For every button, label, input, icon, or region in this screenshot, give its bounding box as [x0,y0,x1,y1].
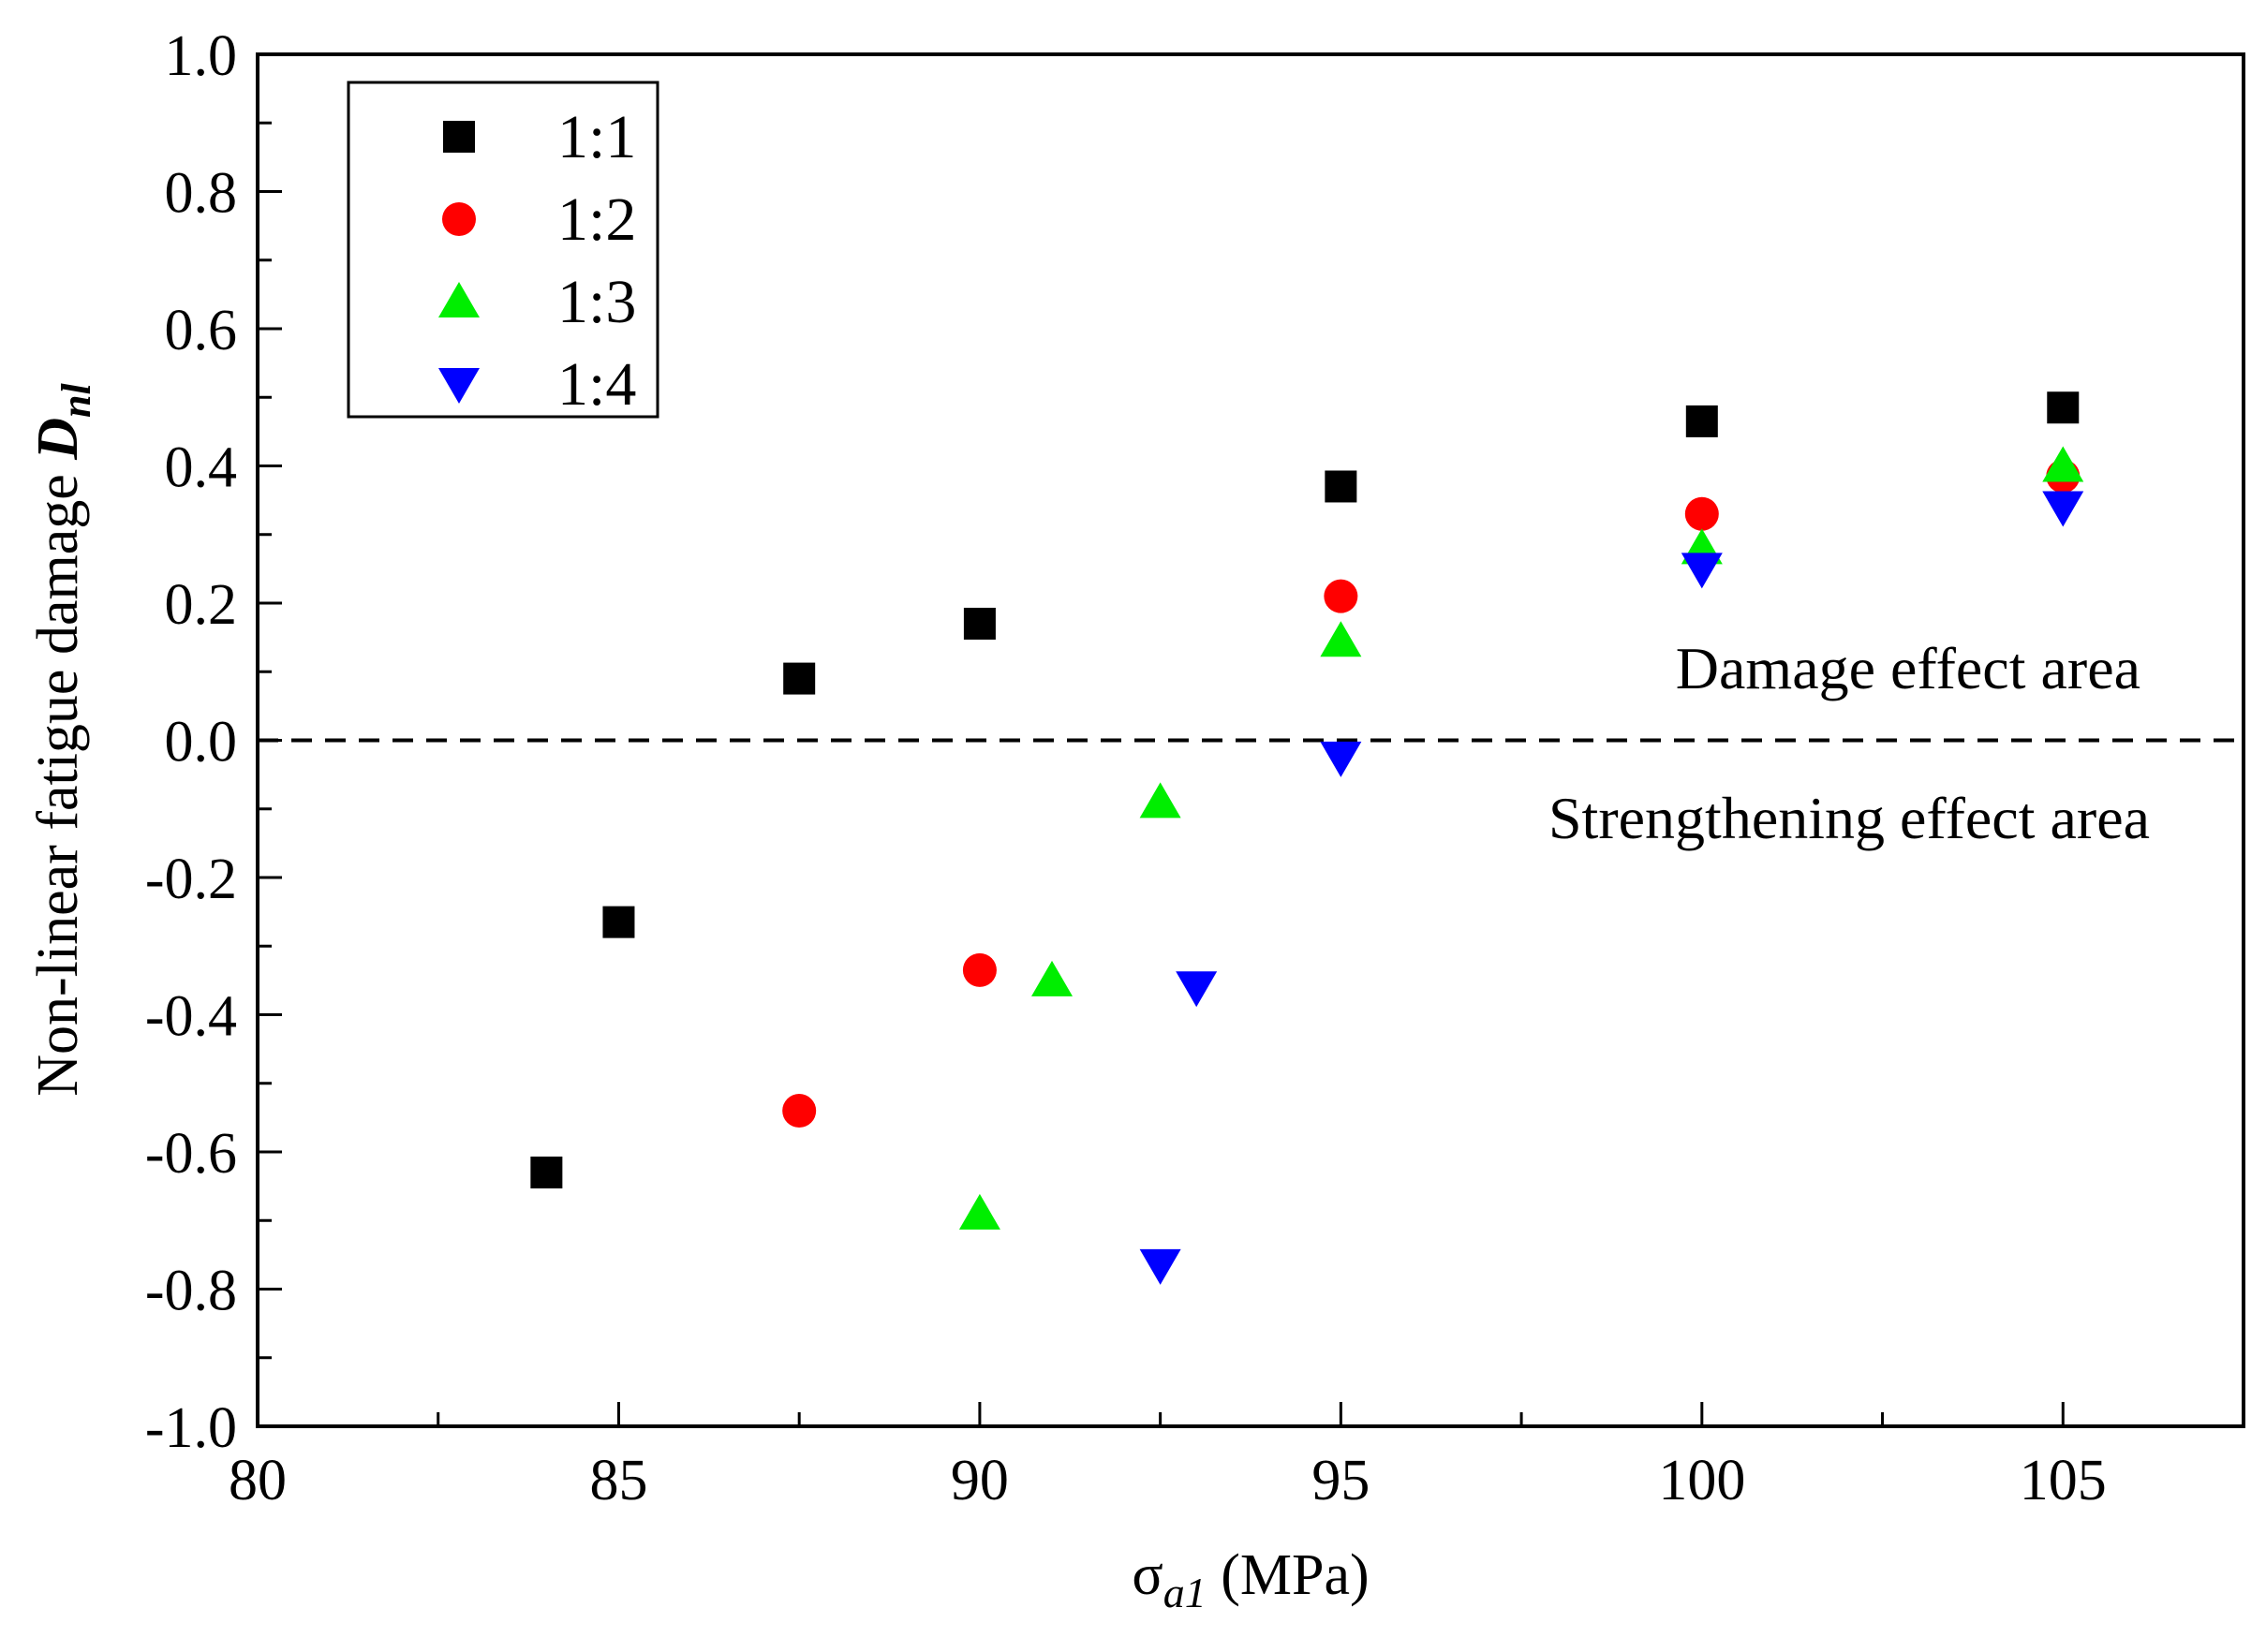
point-series-1-1 [602,906,635,938]
y-tick-label: -0.4 [145,985,237,1049]
y-tick-label: 0.4 [165,436,238,500]
x-tick-label: 100 [1658,1449,1745,1512]
point-series-1-4 [2042,491,2084,527]
point-series-1-4 [1139,1248,1181,1285]
point-series-1-3 [2042,446,2084,482]
point-series-1-1 [530,1156,563,1188]
legend-items: 1:1 1:2 1:3 1:4 [438,103,636,419]
x-tick-label: 105 [2020,1449,2107,1512]
legend-box [347,81,659,419]
point-series-1-1 [1685,405,1718,437]
axis-ticks [256,52,2245,1428]
y-tick-label: 0.0 [165,711,238,774]
point-series-1-1 [783,662,816,695]
legend: 1:1 1:2 1:3 1:4 [347,81,659,419]
legend-marker-1-3 [438,282,480,317]
y-tick-labels: 1.0 0.8 0.6 0.4 0.2 0.0 -0.2 -0.4 -0.6 -0.8 -1.0 [145,24,237,1460]
point-series-1-4 [1681,553,1723,589]
y-tick-label: -1.0 [145,1396,237,1460]
strengthening-area-label: Strengthening effect area [1548,785,2150,851]
y-tick-label: 0.6 [165,299,238,362]
y-tick-label: -0.2 [145,848,237,911]
point-series-1-1 [2047,391,2080,424]
point-series-1-2 [962,952,997,987]
point-series-1-4 [1176,971,1218,1008]
point-series-1-2 [1324,579,1358,613]
legend-label: 1:1 [557,103,636,171]
y-tick-label: 0.8 [165,162,238,226]
y-tick-label: 1.0 [165,24,238,88]
point-series-1-3 [1320,621,1362,657]
point-series-1-2 [1684,496,1719,531]
x-tick-label: 95 [1311,1449,1370,1512]
point-series-1-3 [958,1193,1000,1230]
y-axis-title: Non-linear fatigue damage Dnl [26,382,99,1096]
point-series-1-3 [1031,960,1073,996]
legend-marker-1-1 [443,121,475,153]
x-tick-label: 80 [229,1449,287,1512]
legend-marker-1-4 [438,368,480,404]
x-tick-label: 90 [951,1449,1009,1512]
point-series-1-4 [1320,741,1362,777]
y-tick-label: -0.6 [145,1122,237,1186]
damage-area-label: Damage effect area [1676,635,2140,701]
point-series-1-3 [1139,782,1181,819]
legend-label: 1:4 [557,350,636,419]
legend-label: 1:2 [557,185,636,254]
y-tick-label: -0.8 [145,1260,237,1323]
point-series-1-1 [963,607,996,640]
legend-label: 1:3 [557,268,636,336]
x-axis-title: σa1 (MPa) [1132,1543,1369,1616]
data-points [530,391,2084,1285]
x-tick-labels: 80 85 90 95 100 105 [229,1449,2107,1512]
x-tick-label: 85 [589,1449,647,1512]
y-tick-label: 0.2 [165,573,238,637]
legend-marker-1-2 [442,202,476,236]
point-series-1-1 [1325,470,1357,503]
point-series-1-2 [782,1094,817,1128]
